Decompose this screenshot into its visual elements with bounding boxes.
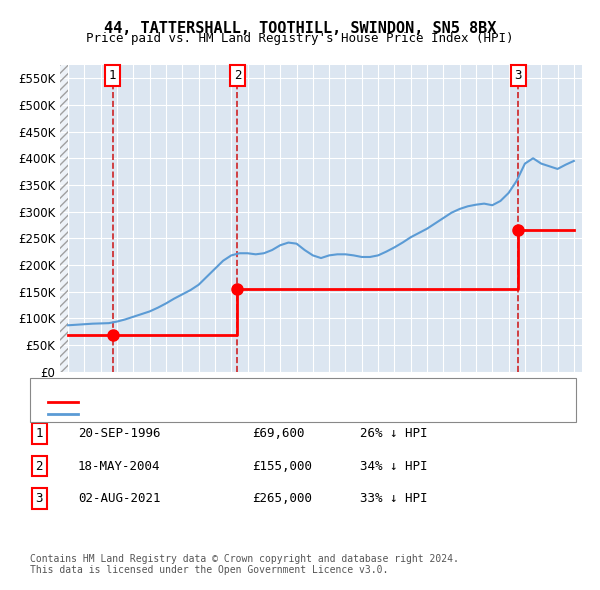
Text: Contains HM Land Registry data © Crown copyright and database right 2024.
This d: Contains HM Land Registry data © Crown c…: [30, 553, 459, 575]
Text: 44, TATTERSHALL, TOOTHILL, SWINDON, SN5 8BX: 44, TATTERSHALL, TOOTHILL, SWINDON, SN5 …: [104, 21, 496, 35]
Text: 2: 2: [234, 69, 241, 82]
Text: 3: 3: [514, 69, 522, 82]
Text: 1: 1: [35, 427, 43, 440]
Text: 44, TATTERSHALL, TOOTHILL, SWINDON, SN5 8BX (detached house): 44, TATTERSHALL, TOOTHILL, SWINDON, SN5 …: [81, 398, 471, 407]
Text: 33% ↓ HPI: 33% ↓ HPI: [360, 492, 427, 505]
Text: £265,000: £265,000: [252, 492, 312, 505]
Text: 1: 1: [109, 69, 116, 82]
Text: 26% ↓ HPI: 26% ↓ HPI: [360, 427, 427, 440]
Text: 18-MAY-2004: 18-MAY-2004: [78, 460, 161, 473]
Text: 3: 3: [35, 492, 43, 505]
Text: 34% ↓ HPI: 34% ↓ HPI: [360, 460, 427, 473]
Text: HPI: Average price, detached house, Swindon: HPI: Average price, detached house, Swin…: [81, 409, 361, 419]
Text: £155,000: £155,000: [252, 460, 312, 473]
Bar: [60, 65, 68, 372]
Bar: [60, 65, 68, 372]
Text: Price paid vs. HM Land Registry's House Price Index (HPI): Price paid vs. HM Land Registry's House …: [86, 32, 514, 45]
Text: 2: 2: [35, 460, 43, 473]
Text: 20-SEP-1996: 20-SEP-1996: [78, 427, 161, 440]
Text: 02-AUG-2021: 02-AUG-2021: [78, 492, 161, 505]
Text: £69,600: £69,600: [252, 427, 305, 440]
